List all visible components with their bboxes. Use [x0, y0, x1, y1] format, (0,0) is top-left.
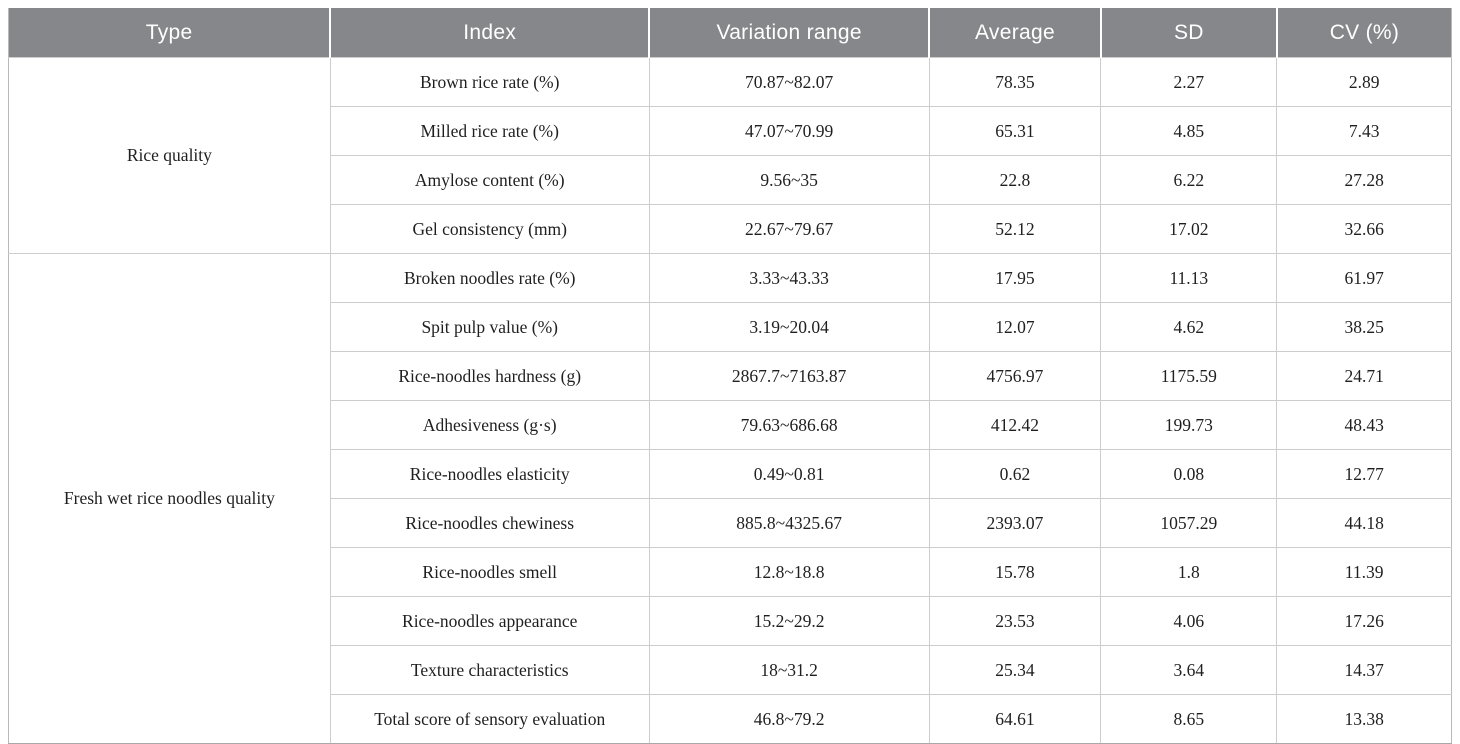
index-cell: Adhesiveness (g·s) [329, 400, 650, 450]
sd-cell: 2.27 [1100, 57, 1277, 107]
type-cell: Rice quality [8, 57, 331, 254]
rice-quality-statistics-table: Type Index Variation range Average SD CV… [8, 8, 1452, 744]
average-cell: 22.8 [928, 155, 1101, 205]
index-cell: Amylose content (%) [329, 155, 650, 205]
average-cell: 412.42 [928, 400, 1101, 450]
table-body: Rice quality Brown rice rate (%) 70.87~82.… [8, 57, 1452, 744]
table-row: Rice-noodles smell 12.8~18.8 15.78 1.8 11.39 [9, 547, 1452, 597]
variation-range-cell: 885.8~4325.67 [648, 498, 930, 548]
table-row: Spit pulp value (%) 3.19~20.04 12.07 4.62 38… [9, 302, 1452, 352]
index-cell: Rice-noodles chewiness [329, 498, 650, 548]
sd-cell: 1175.59 [1100, 351, 1277, 401]
sd-cell: 199.73 [1100, 400, 1277, 450]
index-cell: Rice-noodles smell [329, 547, 650, 597]
table-row: Rice-noodles hardness (g) 2867.7~7163.87 4… [9, 351, 1452, 401]
cv-cell: 12.77 [1276, 449, 1452, 499]
table-row: Rice-noodles chewiness 885.8~4325.67 2393.… [9, 498, 1452, 548]
index-cell: Broken noodles rate (%) [329, 253, 650, 303]
variation-range-cell: 70.87~82.07 [648, 57, 930, 107]
table-row: Total score of sensory evaluation 46.8~79… [9, 694, 1452, 744]
sd-cell: 8.65 [1100, 694, 1277, 744]
cv-cell: 38.25 [1276, 302, 1452, 352]
column-header-sd: SD [1099, 8, 1277, 58]
index-cell: Rice-noodles appearance [329, 596, 650, 646]
sd-cell: 4.62 [1100, 302, 1277, 352]
average-cell: 2393.07 [928, 498, 1101, 548]
cv-cell: 13.38 [1276, 694, 1452, 744]
table-row: Adhesiveness (g·s) 79.63~686.68 412.42 199.… [9, 400, 1452, 450]
cv-cell: 27.28 [1276, 155, 1452, 205]
index-cell: Brown rice rate (%) [329, 57, 650, 107]
index-cell: Total score of sensory evaluation [329, 694, 650, 744]
sd-cell: 4.06 [1100, 596, 1277, 646]
variation-range-cell: 2867.7~7163.87 [648, 351, 930, 401]
variation-range-cell: 3.33~43.33 [648, 253, 930, 303]
table-row: Rice-noodles appearance 15.2~29.2 23.53 4.0… [9, 596, 1452, 646]
column-header-index: Index [329, 8, 650, 58]
average-cell: 25.34 [928, 645, 1101, 695]
cv-cell: 61.97 [1276, 253, 1452, 303]
index-cell: Texture characteristics [329, 645, 650, 695]
variation-range-cell: 47.07~70.99 [648, 106, 930, 156]
index-cell: Milled rice rate (%) [329, 106, 650, 156]
sd-cell: 1.8 [1100, 547, 1277, 597]
variation-range-cell: 0.49~0.81 [648, 449, 930, 499]
cv-cell: 2.89 [1276, 57, 1452, 107]
table-row: Milled rice rate (%) 47.07~70.99 65.31 4.85… [9, 106, 1452, 156]
variation-range-cell: 15.2~29.2 [648, 596, 930, 646]
cv-cell: 24.71 [1276, 351, 1452, 401]
sd-cell: 1057.29 [1100, 498, 1277, 548]
average-cell: 17.95 [928, 253, 1101, 303]
sd-cell: 11.13 [1100, 253, 1277, 303]
cv-cell: 17.26 [1276, 596, 1452, 646]
variation-range-cell: 12.8~18.8 [648, 547, 930, 597]
average-cell: 4756.97 [928, 351, 1101, 401]
sd-cell: 4.85 [1100, 106, 1277, 156]
index-cell: Rice-noodles elasticity [329, 449, 650, 499]
variation-range-cell: 18~31.2 [648, 645, 930, 695]
table-row: Amylose content (%) 9.56~35 22.8 6.22 27.28 [9, 155, 1452, 205]
sd-cell: 6.22 [1100, 155, 1277, 205]
sd-cell: 17.02 [1100, 204, 1277, 254]
average-cell: 0.62 [928, 449, 1101, 499]
column-header-variation-range: Variation range [648, 8, 930, 58]
average-cell: 12.07 [928, 302, 1101, 352]
column-header-average: Average [928, 8, 1101, 58]
table-row: Rice-noodles elasticity 0.49~0.81 0.62 0.08… [9, 449, 1452, 499]
average-cell: 78.35 [928, 57, 1101, 107]
cv-cell: 48.43 [1276, 400, 1452, 450]
cv-cell: 32.66 [1276, 204, 1452, 254]
sd-cell: 0.08 [1100, 449, 1277, 499]
average-cell: 64.61 [928, 694, 1101, 744]
cv-cell: 7.43 [1276, 106, 1452, 156]
average-cell: 65.31 [928, 106, 1101, 156]
variation-range-cell: 3.19~20.04 [648, 302, 930, 352]
variation-range-cell: 9.56~35 [648, 155, 930, 205]
variation-range-cell: 22.67~79.67 [648, 204, 930, 254]
average-cell: 52.12 [928, 204, 1101, 254]
column-header-cv: CV (%) [1275, 8, 1452, 58]
index-cell: Spit pulp value (%) [329, 302, 650, 352]
variation-range-cell: 46.8~79.2 [648, 694, 930, 744]
index-cell: Gel consistency (mm) [329, 204, 650, 254]
variation-range-cell: 79.63~686.68 [648, 400, 930, 450]
cv-cell: 11.39 [1276, 547, 1452, 597]
sd-cell: 3.64 [1100, 645, 1277, 695]
type-cell: Fresh wet rice noodles quality [8, 253, 331, 744]
table-row: Texture characteristics 18~31.2 25.34 3.64 1… [9, 645, 1452, 695]
table-row: Fresh wet rice noodles quality Broken noo… [8, 253, 1452, 744]
table-row: Rice quality Brown rice rate (%) 70.87~82.… [8, 57, 1452, 254]
column-header-type: Type [8, 8, 331, 58]
cv-cell: 44.18 [1276, 498, 1452, 548]
average-cell: 23.53 [928, 596, 1101, 646]
cv-cell: 14.37 [1276, 645, 1452, 695]
average-cell: 15.78 [928, 547, 1101, 597]
table-header: Type Index Variation range Average SD CV… [8, 8, 1452, 58]
index-cell: Rice-noodles hardness (g) [329, 351, 650, 401]
table-row: Gel consistency (mm) 22.67~79.67 52.12 17.0… [9, 204, 1452, 254]
header-row: Type Index Variation range Average SD CV… [8, 8, 1452, 58]
